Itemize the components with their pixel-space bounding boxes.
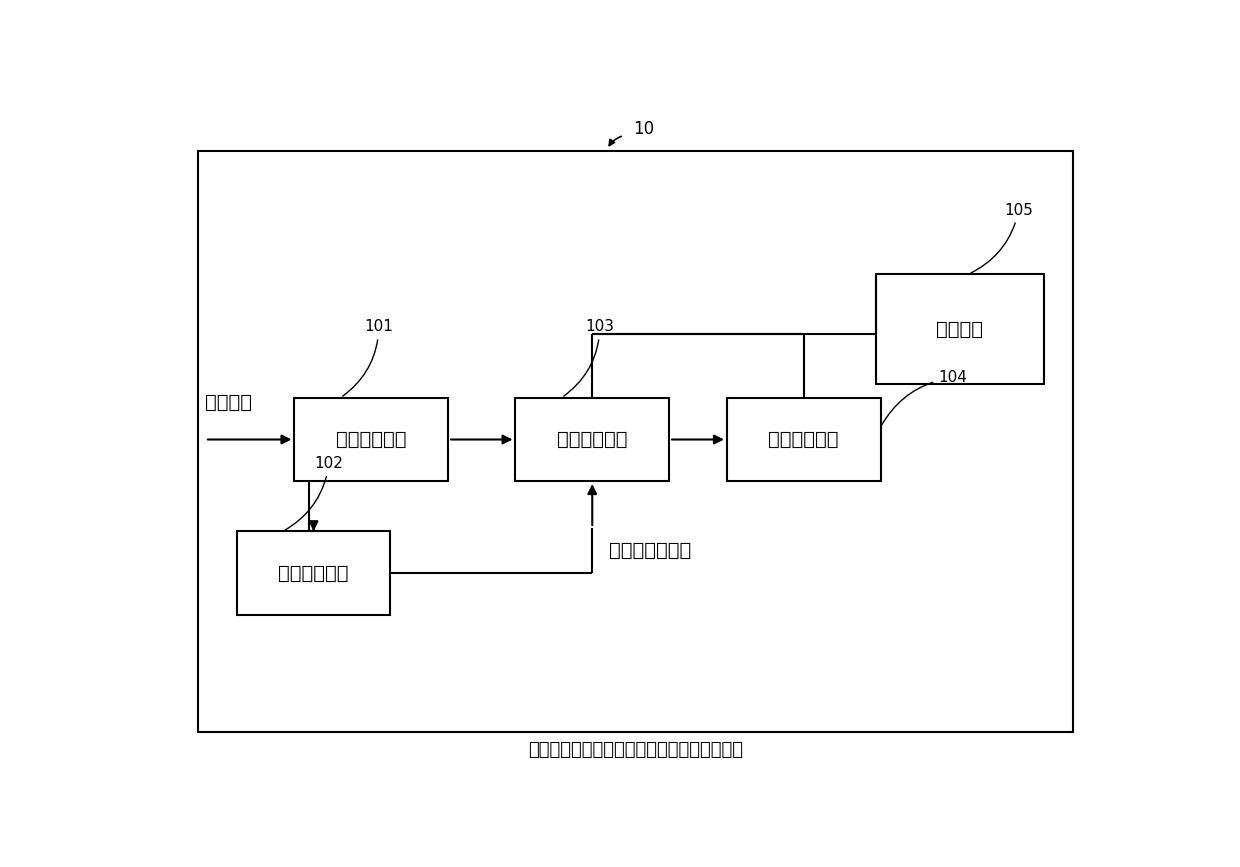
Text: 101: 101 xyxy=(342,319,393,396)
Bar xyxy=(516,398,670,481)
Text: 第一控制模块: 第一控制模块 xyxy=(336,430,407,449)
Text: 第二控制模块: 第二控制模块 xyxy=(278,564,348,583)
Bar xyxy=(198,151,1073,732)
Text: 105: 105 xyxy=(971,203,1033,273)
Bar xyxy=(727,398,880,481)
Text: 第二输入模块: 第二输入模块 xyxy=(769,430,839,449)
Text: 102: 102 xyxy=(285,456,343,530)
Text: 104: 104 xyxy=(882,370,967,425)
Bar xyxy=(294,398,448,481)
Bar xyxy=(237,531,391,615)
Text: 控制信号: 控制信号 xyxy=(205,393,252,412)
Text: 支持不同有效电平数字量输入信号的检测系统: 支持不同有效电平数字量输入信号的检测系统 xyxy=(528,741,743,759)
Text: 检测模块: 检测模块 xyxy=(936,320,983,339)
Text: 103: 103 xyxy=(564,319,615,396)
Text: 10: 10 xyxy=(632,120,653,138)
Bar xyxy=(875,274,1044,384)
Text: 第一输入模块: 第一输入模块 xyxy=(557,430,627,449)
Text: 数字量输入信号: 数字量输入信号 xyxy=(609,541,691,560)
